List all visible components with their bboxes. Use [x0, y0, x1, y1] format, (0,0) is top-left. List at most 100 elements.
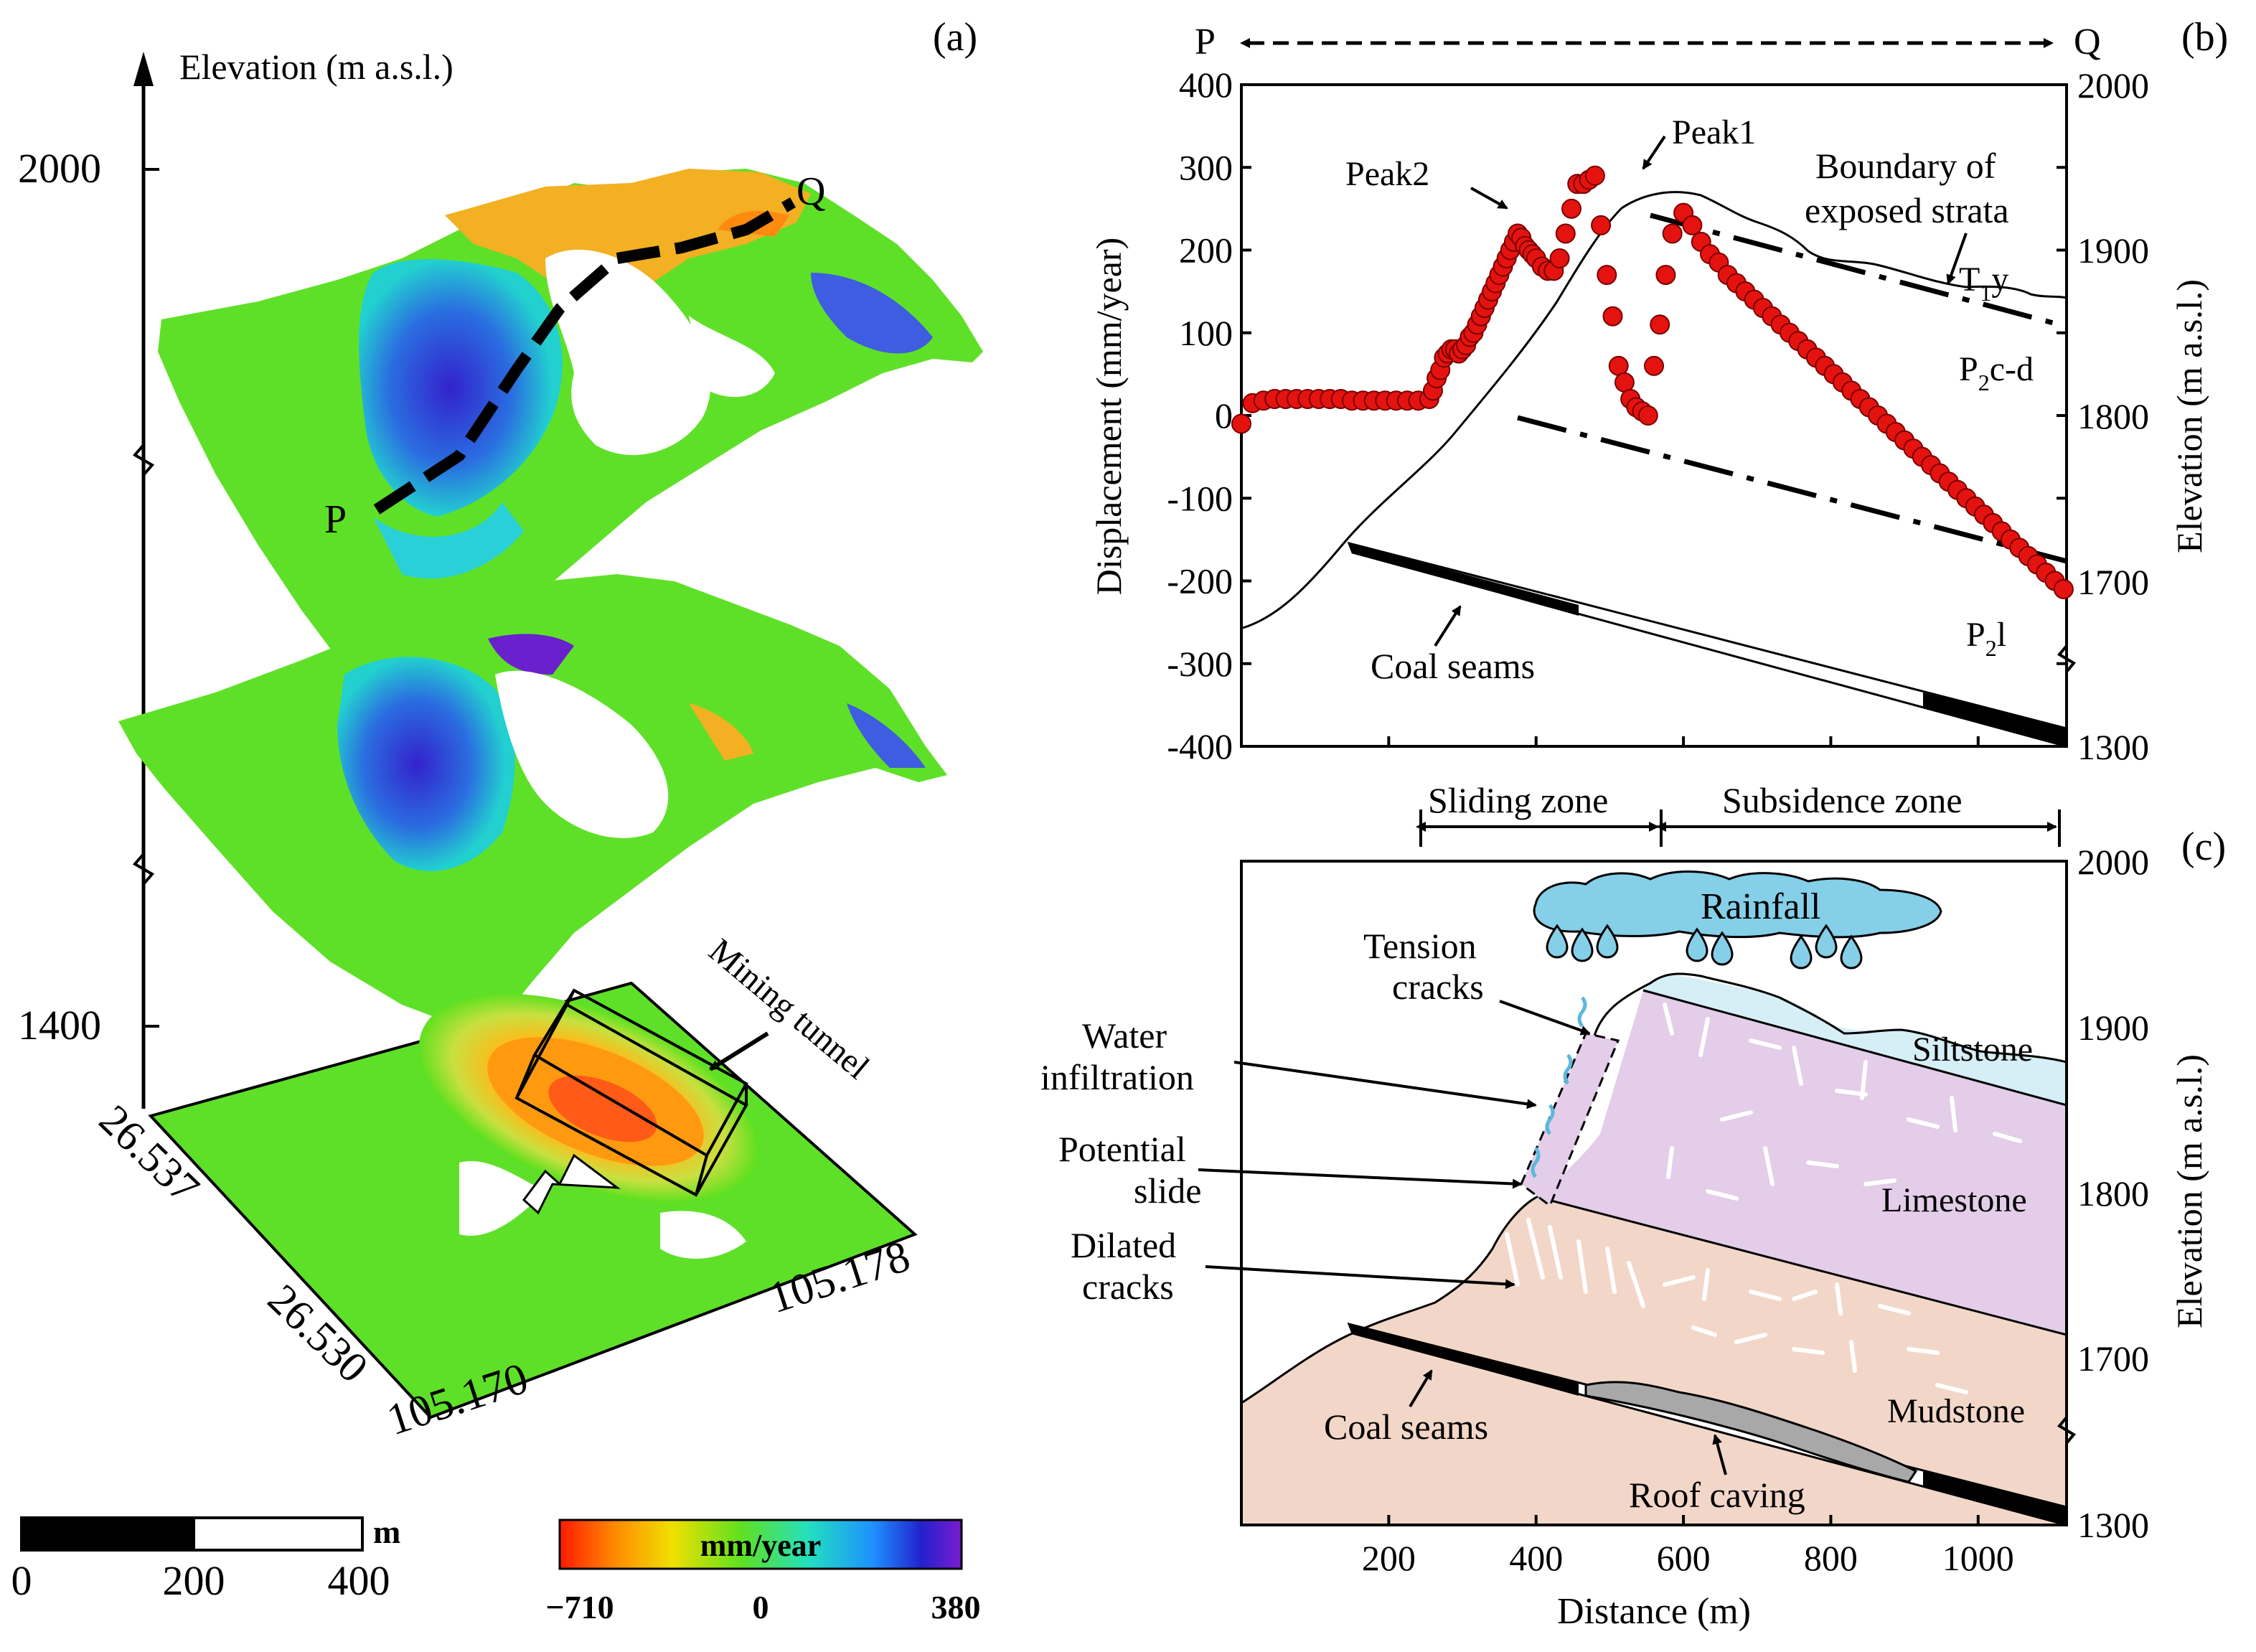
scale-tick-0: 0: [11, 1557, 32, 1604]
water-infiltration-label-2: infiltration: [1040, 1057, 1194, 1097]
displacement-point: [1597, 265, 1617, 286]
profile-end-q: Q: [2074, 22, 2101, 62]
displacement-point: [1591, 215, 1612, 235]
elevation-tick-1800: 1800: [2077, 396, 2149, 436]
coal-seams-label-c: Coal seams: [1324, 1407, 1488, 1447]
displacement-tick-label: 100: [1179, 313, 1233, 353]
rain-drops-icon: [1546, 924, 1863, 970]
colorbar-tick-zero: 0: [753, 1589, 769, 1625]
displacement-point: [1602, 306, 1623, 327]
distance-axis-label: Distance (m): [1557, 1591, 1751, 1632]
panel-b-label: (b): [2181, 15, 2228, 60]
displacement-point: [1561, 198, 1581, 219]
elevation-axis-label: Elevation (m a.s.l.): [2169, 279, 2209, 553]
strata-p2l-label: P2l: [1966, 616, 2006, 661]
displacement-tick-label: 200: [1179, 230, 1233, 271]
potential-slide-label-2: slide: [1134, 1170, 1201, 1211]
tension-cracks-label-2: cracks: [1392, 967, 1484, 1007]
elevation-label-2000: 2000: [18, 145, 101, 192]
strata-t1y-label: T1y: [1959, 261, 2008, 306]
displacement-point: [1682, 215, 1703, 235]
peak2-label: Peak2: [1345, 155, 1429, 193]
coal-seams-pointer-b: [1434, 605, 1462, 647]
boundary-line-lower: [1517, 415, 2067, 564]
panel-b-x-ticks: [1387, 736, 1980, 746]
ground-surface-line: [1241, 972, 2067, 1404]
displacement-point: [1662, 223, 1683, 244]
sliding-zone-label: Sliding zone: [1428, 780, 1608, 820]
elevation-tick-2000: 2000: [2077, 65, 2149, 105]
scale-bar: [20, 1516, 364, 1552]
displacement-point: [1644, 355, 1664, 376]
profile-point-q: Q: [796, 169, 825, 214]
profile-line-pq: [373, 197, 796, 515]
mining-tunnel-box: [514, 988, 748, 1197]
potential-slide-pointer: [1198, 1168, 1523, 1189]
mining-tunnel-label: Mining tunnel: [702, 931, 876, 1087]
potential-slide-label-1: Potential: [1058, 1129, 1186, 1169]
elevation-axis-label-c: Elevation (m a.s.l.): [2169, 1054, 2209, 1328]
dilated-cracks-label-1: Dilated: [1071, 1225, 1176, 1265]
potential-slide-block: [1520, 1032, 1620, 1208]
displacement-point: [1584, 165, 1605, 186]
distance-axis: 200 400 600 800 1000: [1362, 1515, 2014, 1578]
siltstone-label: Siltstone: [1912, 1031, 2033, 1069]
displacement-point: [1650, 314, 1670, 335]
elevation-tick-1900: 1900: [2077, 230, 2149, 271]
strata-p2cd-label: P2c-d: [1959, 350, 2034, 395]
displacement-axis: 400 300 200 100 0 -100 -200 -300 -400: [1167, 65, 2067, 766]
displacement-tick-label: -400: [1167, 726, 1233, 766]
elevation-tick-1700: 1700: [2077, 562, 2149, 602]
displacement-point: [1555, 223, 1576, 244]
displacement-tick-label: 300: [1179, 147, 1233, 187]
displacement-point: [1637, 405, 1658, 426]
elevation-tick-2000-c: 2000: [2077, 842, 2149, 882]
water-infiltration-label-1: Water: [1082, 1015, 1167, 1056]
elevation-tick-1700-c: 1700: [2077, 1338, 2149, 1379]
elevation-tick-1800-c: 1800: [2077, 1173, 2149, 1214]
panel-c-label: (c): [2181, 825, 2226, 869]
displacement-point: [1655, 265, 1676, 286]
distance-tick-label: 1000: [1942, 1538, 2014, 1578]
elevation-label-1400: 1400: [18, 1002, 101, 1048]
limestone-label: Limestone: [1881, 1181, 2027, 1219]
colorbar: [558, 1519, 963, 1570]
scale-tick-400: 400: [328, 1557, 390, 1604]
peak1-pointer: [1642, 135, 1666, 170]
dilated-cracks-label-2: cracks: [1082, 1267, 1174, 1307]
coal-seams-pointer-c: [1409, 1369, 1433, 1408]
colorbar-tick-min: −710: [545, 1589, 614, 1625]
panel-c: (c) Sliding zone Subsidence zone: [1040, 780, 2226, 1632]
distance-tick-label: 800: [1804, 1538, 1858, 1578]
displacement-tick-label: 0: [1215, 395, 1233, 436]
displacement-tick-label: -200: [1167, 561, 1233, 601]
limestone-layer: [1543, 990, 2067, 1335]
terrain-surface-top: [158, 169, 983, 732]
terrain-surface-middle: [118, 574, 947, 1026]
mining-tunnel-pointer: [709, 1031, 769, 1071]
elevation-tick-1300: 1300: [2077, 727, 2149, 767]
peak2-pointer: [1470, 187, 1508, 210]
colorbar-title: mm/year: [700, 1528, 822, 1563]
boundary-label-line1: Boundary of: [1815, 146, 1996, 186]
rainfall-label: Rainfall: [1701, 886, 1821, 927]
elevation-axis-title: Elevation (m a.s.l.): [179, 47, 453, 87]
elevation-axis-arrow-icon: [133, 52, 154, 86]
profile-point-p: P: [324, 497, 347, 542]
boundary-pointer: [1946, 233, 1968, 285]
distance-tick-label: 400: [1509, 1538, 1563, 1578]
boundary-line-upper: [1650, 212, 2067, 329]
axis-break-icon: [2057, 1416, 2077, 1445]
displacement-point: [2053, 579, 2074, 600]
rain-cloud-icon: [1533, 870, 1942, 939]
axis-break-icon: [2057, 644, 2077, 673]
displacement-point: [1231, 413, 1251, 434]
distance-tick-label: 200: [1362, 1538, 1416, 1578]
siltstone-layer: [1643, 975, 2067, 1105]
peak1-label: Peak1: [1672, 113, 1756, 151]
axis-break-icon: [132, 443, 155, 477]
crack-marks: [1505, 1003, 2022, 1394]
profile-start-p: P: [1195, 22, 1216, 62]
roof-caving-label: Roof caving: [1629, 1475, 1805, 1515]
panel-a-label: (a): [933, 15, 977, 60]
